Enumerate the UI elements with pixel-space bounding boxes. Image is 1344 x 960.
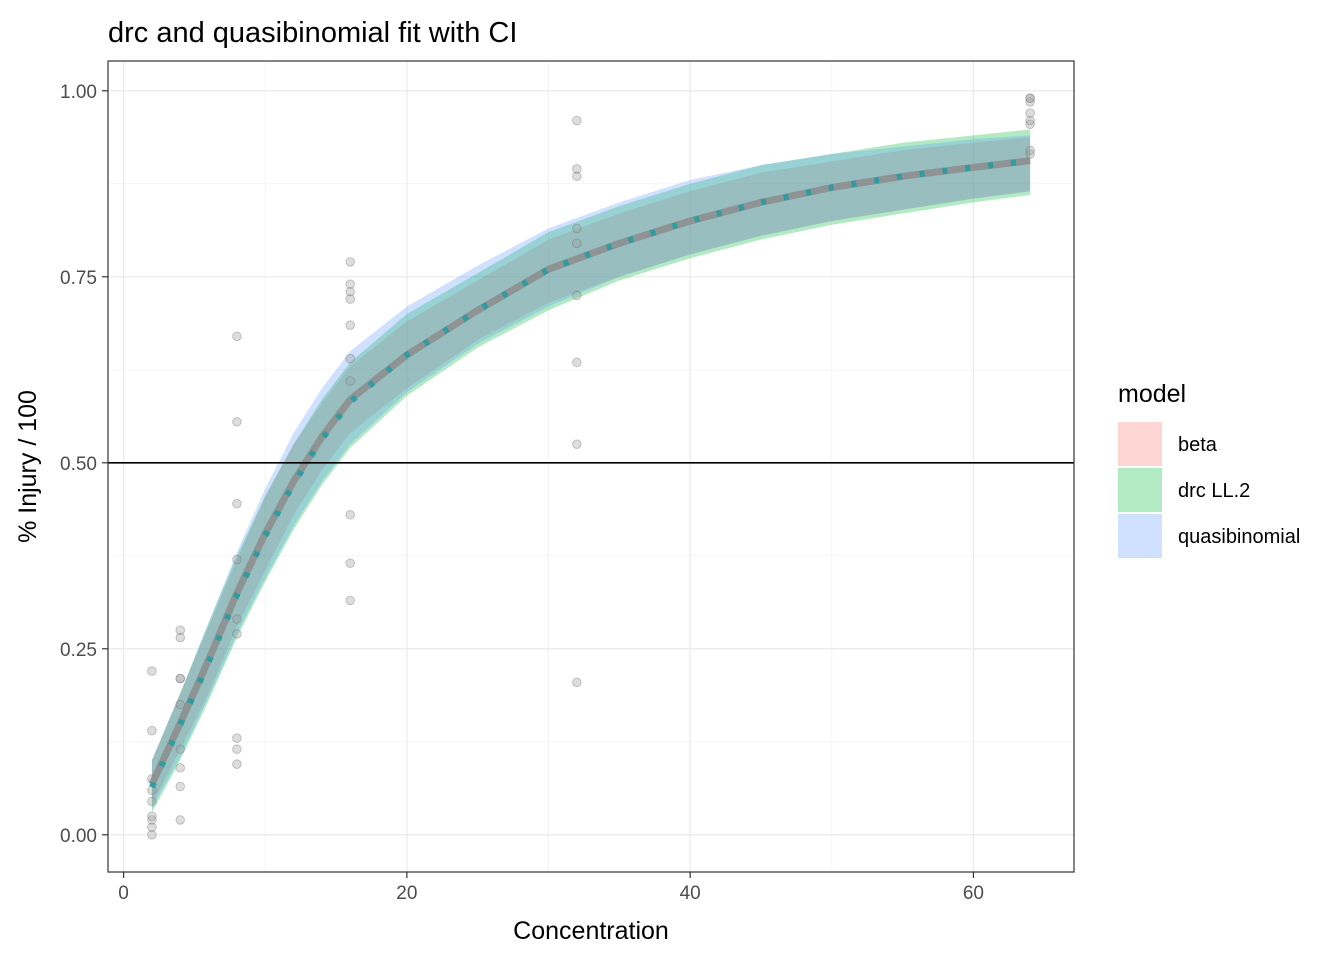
observation-point <box>232 331 242 341</box>
y-tick-label: 0.25 <box>60 640 97 661</box>
observation-point <box>147 815 157 825</box>
observation-point <box>345 279 355 289</box>
observation-point <box>147 725 157 736</box>
x-tick-label: 60 <box>963 883 984 904</box>
panel-border <box>107 60 1075 873</box>
observation-point <box>1025 119 1035 129</box>
legend-key <box>1118 422 1162 466</box>
observation-point <box>232 614 242 624</box>
x-tick-label: 20 <box>396 883 417 904</box>
observation-point <box>1025 93 1035 103</box>
observation-point <box>345 353 355 364</box>
observation-point <box>175 699 185 710</box>
observation-point <box>1025 145 1035 155</box>
observations <box>147 93 1035 840</box>
ci-band-beta <box>151 136 1031 805</box>
observation-point <box>345 558 355 568</box>
ci-band-quasibinomial <box>151 135 1031 809</box>
observation-point <box>147 666 157 676</box>
observation-point <box>175 781 185 792</box>
observation-point <box>572 115 582 126</box>
observation-point <box>572 357 582 368</box>
legend-items: beta drc LL.2 quasibinomial <box>1118 422 1300 558</box>
observation-point <box>345 376 355 386</box>
observation-point <box>175 744 185 754</box>
legend-label: drc LL.2 <box>1178 480 1250 502</box>
observation-point <box>345 257 355 267</box>
observation-point <box>147 811 157 821</box>
observation-point <box>1025 115 1035 126</box>
observation-point <box>175 625 185 635</box>
observation-point <box>572 677 582 687</box>
fit-lines <box>148 157 1031 789</box>
observation-point <box>572 238 582 248</box>
observation-point <box>232 499 242 509</box>
x-tick-label: 0 <box>118 883 129 904</box>
legend-label: quasibinomial <box>1178 526 1300 548</box>
legend-label: beta <box>1178 434 1218 456</box>
observation-point <box>1025 97 1035 107</box>
observation-point <box>232 554 242 565</box>
observation-point <box>572 439 582 449</box>
observation-point <box>572 171 582 182</box>
legend-key <box>1118 514 1162 558</box>
observation-point <box>232 733 242 743</box>
observation-point <box>232 629 242 639</box>
observation-point <box>175 763 185 773</box>
observation-point <box>572 164 582 174</box>
observation-point <box>147 796 157 807</box>
observation-point <box>147 822 157 833</box>
y-tick-label: 1.00 <box>60 82 97 103</box>
observation-point <box>572 290 582 301</box>
observation-point <box>345 510 355 520</box>
observation-point <box>345 286 355 297</box>
confidence-bands <box>151 129 1031 813</box>
observation-point <box>232 759 242 769</box>
observation-point <box>1025 108 1035 118</box>
legend-title: model <box>1118 380 1186 408</box>
x-tick-label: 40 <box>680 883 701 904</box>
observation-point <box>175 815 185 825</box>
chart-title: drc and quasibinomial fit with CI <box>108 17 517 49</box>
observation-point <box>175 632 185 643</box>
observation-point <box>232 744 242 754</box>
observation-point <box>147 830 157 840</box>
observation-point <box>1025 149 1035 159</box>
observation-point <box>345 294 355 304</box>
x-axis-title: Concentration <box>513 917 669 945</box>
observation-point <box>345 320 355 330</box>
legend-key <box>1118 468 1162 512</box>
observation-point <box>232 417 242 427</box>
observation-point <box>345 595 355 606</box>
y-tick-label: 0.75 <box>60 268 97 289</box>
observation-point <box>175 673 185 684</box>
axes: 0 20 40 60 0.00 0.25 0.50 0.75 1.00 <box>60 82 984 904</box>
legend: model beta drc LL.2 quasibinomial <box>1118 380 1300 558</box>
ci-band-drc-ll-2 <box>151 129 1031 813</box>
y-axis-title: % Injury / 100 <box>14 390 42 543</box>
observation-point <box>572 223 582 234</box>
y-tick-label: 0.50 <box>60 454 97 475</box>
observation-point <box>175 673 185 684</box>
fit-line-beta <box>148 157 1031 786</box>
y-tick-label: 0.00 <box>60 826 97 847</box>
observation-point <box>1025 93 1035 103</box>
